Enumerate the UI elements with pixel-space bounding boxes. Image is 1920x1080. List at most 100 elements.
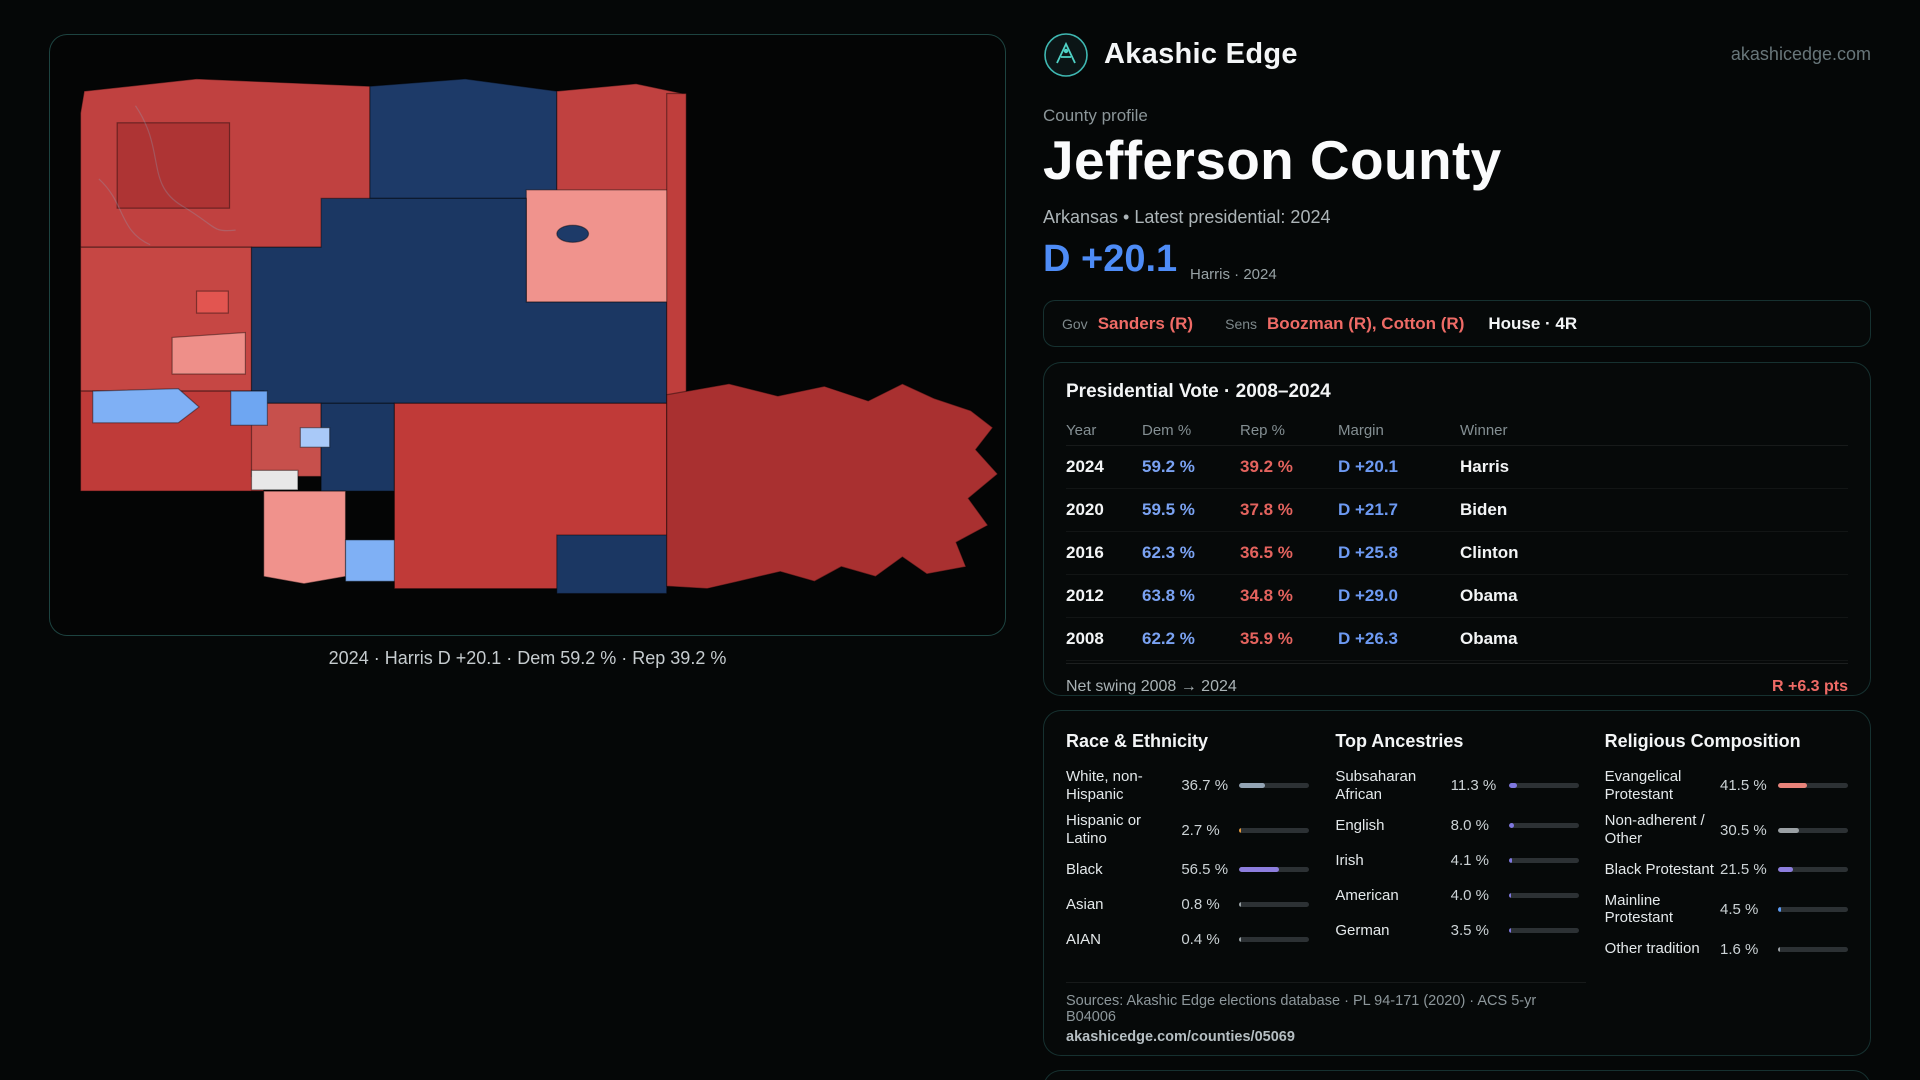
cell-year: 2016 bbox=[1066, 543, 1104, 562]
county-permalink[interactable]: akashicedge.com/counties/05069 bbox=[1066, 1029, 1295, 1045]
table-row: 2012 63.8 % 34.8 % D +29.0 Obama bbox=[1066, 575, 1848, 618]
list-item: Black 56.5 % bbox=[1066, 857, 1310, 883]
table-row: 2008 62.2 % 35.9 % D +26.3 Obama bbox=[1066, 618, 1848, 661]
col-dem: Dem % bbox=[1142, 421, 1192, 439]
stat-bar bbox=[1239, 937, 1310, 943]
precinct-map-panel bbox=[49, 34, 1006, 636]
top-ancestries-title: Top Ancestries bbox=[1335, 731, 1464, 751]
cell-margin: D +26.3 bbox=[1338, 629, 1399, 648]
brand-title: Akashic Edge bbox=[1104, 38, 1298, 70]
cell-winner: Harris bbox=[1460, 457, 1510, 476]
sources-footer: Sources: Akashic Edge elections database… bbox=[1066, 982, 1586, 1045]
cell-year: 2008 bbox=[1066, 629, 1104, 648]
stat-bar bbox=[1777, 867, 1848, 873]
cell-year: 2020 bbox=[1066, 500, 1104, 519]
net-swing-value: R +6.3 pts bbox=[1771, 678, 1848, 695]
race-ethnicity-title: Race & Ethnicity bbox=[1066, 731, 1209, 751]
latest-margin-note: Harris · 2024 bbox=[1190, 266, 1277, 283]
county-profile-kicker: County profile bbox=[1043, 106, 1148, 125]
stat-bar bbox=[1239, 867, 1310, 873]
county-precinct-map[interactable] bbox=[50, 35, 1005, 635]
cell-margin: D +21.7 bbox=[1338, 500, 1399, 519]
top-ancestries-column: Top Ancestries Subsaharan African 11.3 %… bbox=[1335, 731, 1579, 971]
religious-composition-title: Religious Composition bbox=[1604, 731, 1801, 751]
brand-domain-link[interactable]: akashicedge.com bbox=[1730, 44, 1871, 64]
religious-composition-column: Religious Composition Evangelical Protes… bbox=[1605, 731, 1848, 971]
cell-winner: Biden bbox=[1460, 500, 1508, 519]
stat-bar bbox=[1508, 857, 1579, 863]
col-year: Year bbox=[1066, 421, 1097, 439]
stat-bar bbox=[1239, 783, 1310, 789]
cell-winner: Obama bbox=[1460, 586, 1518, 605]
map-stream-lines bbox=[98, 105, 236, 246]
cell-winner: Clinton bbox=[1460, 543, 1519, 562]
net-swing-label: Net swing 2008 → 2024 bbox=[1066, 678, 1237, 695]
senators-value: Boozman (R), Cotton (R) bbox=[1267, 313, 1465, 333]
list-item: Hispanic or Latino 2.7 % bbox=[1066, 812, 1310, 847]
table-row: 2020 59.5 % 37.8 % D +21.7 Biden bbox=[1066, 489, 1848, 532]
demographics-panel: Race & Ethnicity White, non-Hispanic 36.… bbox=[1043, 710, 1871, 1056]
list-item: German 3.5 % bbox=[1335, 917, 1579, 943]
vote-panel-title: Presidential Vote · 2008–2024 bbox=[1066, 381, 1331, 402]
stat-bar bbox=[1239, 902, 1310, 908]
state-subtitle: Arkansas • Latest presidential: 2024 bbox=[1043, 207, 1331, 227]
list-item: Asian 0.8 % bbox=[1066, 892, 1310, 918]
cell-dem: 62.2 % bbox=[1142, 629, 1195, 648]
table-row: 2024 59.2 % 39.2 % D +20.1 Harris bbox=[1066, 446, 1848, 489]
stat-bar bbox=[1508, 892, 1579, 898]
cell-dem: 59.2 % bbox=[1142, 457, 1195, 476]
list-item: Black Protestant 21.5 % bbox=[1605, 857, 1848, 883]
governor-value: Sanders (R) bbox=[1097, 313, 1194, 333]
cell-rep: 37.8 % bbox=[1240, 500, 1293, 519]
stat-bar bbox=[1508, 822, 1579, 828]
cell-dem: 63.8 % bbox=[1142, 586, 1195, 605]
cell-margin: D +25.8 bbox=[1338, 543, 1399, 562]
stat-bar bbox=[1508, 927, 1579, 933]
list-item: Mainline Protestant 4.5 % bbox=[1605, 892, 1848, 927]
house-value: House · 4R bbox=[1488, 313, 1578, 333]
cell-rep: 39.2 % bbox=[1240, 457, 1293, 476]
cell-year: 2024 bbox=[1066, 457, 1104, 476]
cell-rep: 34.8 % bbox=[1240, 586, 1293, 605]
vote-table-header: Year Dem % Rep % Margin Winner bbox=[1066, 415, 1848, 446]
stat-bar bbox=[1777, 906, 1848, 912]
cell-rep: 35.9 % bbox=[1240, 629, 1293, 648]
page-title: Jefferson County bbox=[1043, 129, 1502, 191]
cell-dem: 62.3 % bbox=[1142, 543, 1195, 562]
col-rep: Rep % bbox=[1240, 421, 1286, 439]
list-item: Non-adherent / Other 30.5 % bbox=[1605, 812, 1848, 847]
list-item: Evangelical Protestant 41.5 % bbox=[1605, 768, 1848, 803]
list-item: Subsaharan African 11.3 % bbox=[1335, 768, 1579, 803]
sources-text: Sources: Akashic Edge elections database… bbox=[1066, 993, 1537, 1025]
list-item: AIAN 0.4 % bbox=[1066, 927, 1310, 953]
cell-margin: D +29.0 bbox=[1338, 586, 1399, 605]
map-caption: 2024 · Harris D +20.1 · Dem 59.2 % · Rep… bbox=[328, 648, 727, 668]
list-item: American 4.0 % bbox=[1335, 882, 1579, 908]
stat-bar bbox=[1777, 827, 1848, 833]
stat-bar bbox=[1777, 783, 1848, 789]
cell-rep: 36.5 % bbox=[1240, 543, 1293, 562]
senators-label: Sens bbox=[1225, 315, 1258, 332]
race-ethnicity-column: Race & Ethnicity White, non-Hispanic 36.… bbox=[1066, 731, 1310, 971]
cell-margin: D +20.1 bbox=[1338, 457, 1399, 476]
governor-label: Gov bbox=[1062, 315, 1088, 332]
net-swing-row: Net swing 2008 → 2024 R +6.3 pts bbox=[1066, 663, 1848, 696]
list-item: Other tradition 1.6 % bbox=[1605, 936, 1848, 962]
table-row: 2016 62.3 % 36.5 % D +25.8 Clinton bbox=[1066, 532, 1848, 575]
latest-margin-value: D +20.1 bbox=[1043, 238, 1178, 280]
cell-winner: Obama bbox=[1460, 629, 1518, 648]
officials-bar: Gov Sanders (R) Sens Boozman (R), Cotton… bbox=[1043, 300, 1871, 347]
akashic-edge-logo-icon bbox=[1044, 33, 1088, 77]
list-item: White, non-Hispanic 36.7 % bbox=[1066, 768, 1310, 803]
stat-bar bbox=[1508, 783, 1579, 789]
col-margin: Margin bbox=[1338, 421, 1384, 439]
cell-dem: 59.5 % bbox=[1142, 500, 1195, 519]
presidential-vote-panel: Presidential Vote · 2008–2024 Year Dem %… bbox=[1043, 362, 1871, 696]
list-item: Irish 4.1 % bbox=[1335, 847, 1579, 873]
stat-bar bbox=[1239, 827, 1310, 833]
list-item: English 8.0 % bbox=[1335, 812, 1579, 838]
cell-year: 2012 bbox=[1066, 586, 1104, 605]
col-winner: Winner bbox=[1460, 421, 1508, 439]
stat-bar bbox=[1777, 946, 1848, 952]
